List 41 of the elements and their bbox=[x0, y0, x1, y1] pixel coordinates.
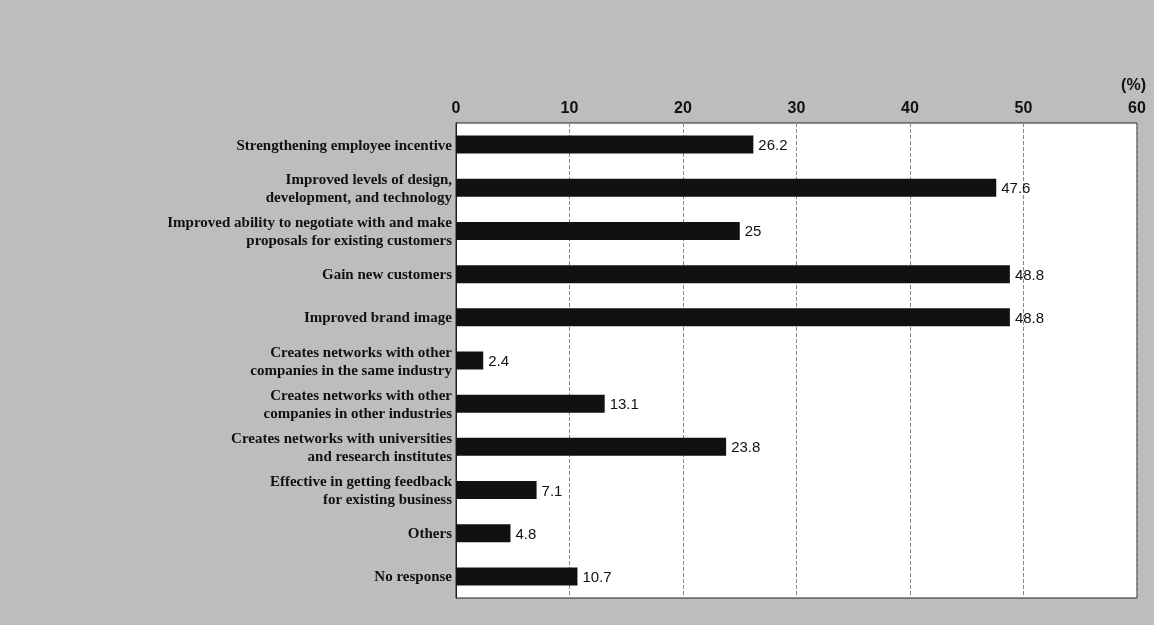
bar bbox=[456, 437, 727, 456]
data-label: 4.8 bbox=[515, 524, 537, 542]
data-label: 48.8 bbox=[1014, 265, 1045, 283]
bar bbox=[456, 135, 754, 154]
x-tick-label: 60 bbox=[1128, 98, 1146, 116]
data-label: 2.4 bbox=[488, 352, 510, 369]
bar bbox=[456, 394, 605, 413]
bar bbox=[456, 524, 511, 543]
y-tick-label: Creates networks with other companies in the same industry bbox=[250, 343, 453, 378]
data-label: 47.6 bbox=[1001, 179, 1031, 197]
y-tick-label: Improved ability to negotiate with and make proposals for existing customers bbox=[167, 213, 453, 248]
data-label: 25 bbox=[744, 222, 762, 240]
bar bbox=[456, 221, 740, 240]
y-tick-label: Others bbox=[407, 525, 453, 542]
x-tick-label: 40 bbox=[901, 98, 919, 116]
y-tick-label: Improved levels of design, development, and technology bbox=[265, 170, 453, 205]
y-tick-label: Strengthening employee incentive bbox=[236, 136, 453, 153]
x-tick-label: 30 bbox=[787, 98, 806, 116]
x-tick-label: 20 bbox=[674, 98, 692, 116]
y-tick-label: Effective in getting feedback for existing business bbox=[269, 473, 453, 508]
bar bbox=[456, 481, 537, 500]
x-tick-label: 0 bbox=[451, 98, 461, 116]
data-label: 13.1 bbox=[609, 395, 639, 413]
data-label: 10.7 bbox=[582, 567, 612, 585]
y-tick-label: No response bbox=[374, 568, 453, 585]
y-tick-label: Creates networks with other companies in other industries bbox=[263, 386, 453, 421]
bar bbox=[456, 308, 1010, 327]
data-label: 48.8 bbox=[1014, 308, 1045, 326]
bar bbox=[456, 351, 484, 370]
bar bbox=[456, 567, 578, 586]
data-label: 7.1 bbox=[541, 481, 563, 499]
y-tick-label: Gain new customers bbox=[322, 266, 453, 283]
data-label: 23.8 bbox=[731, 438, 761, 456]
y-tick-label: Improved brand image bbox=[303, 309, 453, 326]
x-tick-label: 50 bbox=[1014, 98, 1033, 116]
x-axis-title: (%) bbox=[1121, 75, 1147, 93]
bar bbox=[456, 178, 997, 197]
x-tick-label: 10 bbox=[560, 98, 579, 116]
bar bbox=[456, 265, 1010, 284]
data-label: 26.2 bbox=[758, 136, 788, 154]
y-tick-label: Creates networks with universities and research institutes bbox=[231, 429, 453, 464]
